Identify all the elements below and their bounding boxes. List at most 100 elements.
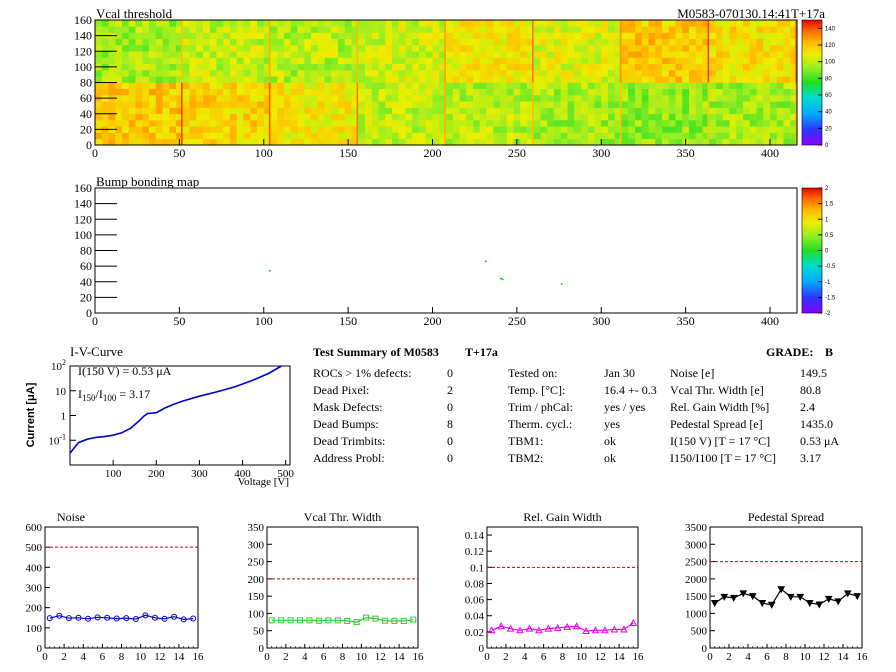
vcal-cell xyxy=(695,88,703,96)
vcal-cell xyxy=(594,45,602,52)
vcal-cell xyxy=(223,57,231,65)
noise-point xyxy=(142,612,149,619)
vcal-cell xyxy=(311,107,319,115)
vcal-cell xyxy=(446,126,454,133)
summary-condition-label: Tested on: xyxy=(508,366,557,380)
vcal-cell xyxy=(716,132,724,140)
summary-temp-tag: T+17a xyxy=(465,345,498,359)
vcal-cell xyxy=(581,51,589,58)
vcal-cell xyxy=(378,126,386,133)
vcal-cell xyxy=(216,113,224,121)
vcal-cell xyxy=(236,76,244,83)
vcal-cell xyxy=(479,20,487,27)
vcal-cell xyxy=(392,45,400,52)
vcal-cell xyxy=(540,120,548,127)
vcal-cell xyxy=(641,32,649,40)
vcal-cell xyxy=(317,132,325,140)
pedestal-spread-xtick-label: 14 xyxy=(838,651,850,663)
vcal-cell xyxy=(358,76,366,83)
vcal-cell xyxy=(196,32,204,40)
vcal-cell xyxy=(101,88,109,96)
vcal-colorbar-label: 20 xyxy=(825,126,832,132)
vcal-cell xyxy=(236,20,244,27)
bump-colorbar-label: 1 xyxy=(825,217,829,223)
noise-ytick-label: 500 xyxy=(26,542,43,554)
bump-bonding-points xyxy=(268,260,563,285)
vcal-cell xyxy=(452,88,460,96)
vcal-cell xyxy=(621,107,629,115)
vcal-cell xyxy=(776,132,784,140)
vcal-cell xyxy=(749,82,757,90)
vcal-cell xyxy=(277,95,285,102)
vcal-cell xyxy=(135,132,143,140)
vcal-cell xyxy=(344,51,352,58)
vcal-cell xyxy=(317,38,325,46)
vcal-cell xyxy=(594,138,602,146)
vcal-cell xyxy=(182,126,190,133)
vcal-cell xyxy=(216,132,224,140)
vcal-colorbar-label: 140 xyxy=(825,26,836,32)
vcal-cell xyxy=(547,57,555,65)
vcal-cell xyxy=(716,126,724,133)
vcal-cell xyxy=(358,45,366,52)
vcal-cell xyxy=(486,38,494,46)
vcal-cell xyxy=(122,26,130,33)
vcal-cell xyxy=(452,70,460,77)
vcal-cell xyxy=(756,88,764,96)
vcal-cell xyxy=(587,45,595,52)
vcal-cell xyxy=(243,32,251,40)
vcal-cell xyxy=(230,57,238,65)
vcal-cell xyxy=(527,70,535,77)
vcal-cell xyxy=(324,138,332,146)
bump-ytick-label: 120 xyxy=(74,212,92,226)
summary-defect-label: Mask Defects: xyxy=(313,400,383,414)
vcal-cell xyxy=(635,88,643,96)
vcal-cell xyxy=(473,113,481,121)
vcal-cell xyxy=(506,107,514,115)
vcal-cell xyxy=(284,138,292,146)
vcal-cell xyxy=(311,76,319,83)
vcal-cell xyxy=(776,113,784,121)
vcal-cell xyxy=(142,113,150,121)
vcal-cell xyxy=(439,82,447,90)
vcal-cell xyxy=(209,45,217,52)
vcal-cell xyxy=(392,70,400,77)
vcal-cell xyxy=(351,51,359,58)
vcal-cell xyxy=(290,26,298,33)
vcal-cell xyxy=(149,82,157,90)
vcal-cell xyxy=(716,113,724,121)
vcal-cell xyxy=(459,32,467,40)
vcal-cell xyxy=(668,113,676,121)
vcal-width-xtick-label: 0 xyxy=(264,651,270,663)
vcal-cell xyxy=(189,113,197,121)
vcal-cell xyxy=(736,132,744,140)
pedestal-spread-ytick-label: 1500 xyxy=(685,591,708,603)
vcal-ytick-label: 60 xyxy=(80,91,92,105)
vcal-cell xyxy=(338,20,346,27)
vcal-cell xyxy=(155,32,163,40)
vcal-cell xyxy=(756,95,764,102)
vcal-cell xyxy=(560,38,568,46)
vcal-cell xyxy=(209,138,217,146)
vcal-cell xyxy=(587,82,595,90)
vcal-cell xyxy=(216,101,224,108)
vcal-cell xyxy=(689,63,697,71)
vcal-cell xyxy=(594,63,602,71)
vcal-cell xyxy=(500,113,508,121)
vcal-cell xyxy=(270,132,278,140)
vcal-cell xyxy=(182,63,190,71)
vcal-cell xyxy=(378,82,386,90)
vcal-cell xyxy=(371,32,379,40)
vcal-cell xyxy=(297,138,305,146)
vcal-cell xyxy=(263,138,271,146)
vcal-cell xyxy=(169,88,177,96)
vcal-cell xyxy=(709,20,717,27)
vcal-cell xyxy=(567,126,575,133)
vcal-cell xyxy=(169,45,177,52)
vcal-cell xyxy=(142,26,150,33)
vcal-cell xyxy=(581,76,589,83)
vcal-width-point xyxy=(353,619,360,626)
vcal-cell xyxy=(412,51,420,58)
vcal-width-point xyxy=(315,617,322,624)
